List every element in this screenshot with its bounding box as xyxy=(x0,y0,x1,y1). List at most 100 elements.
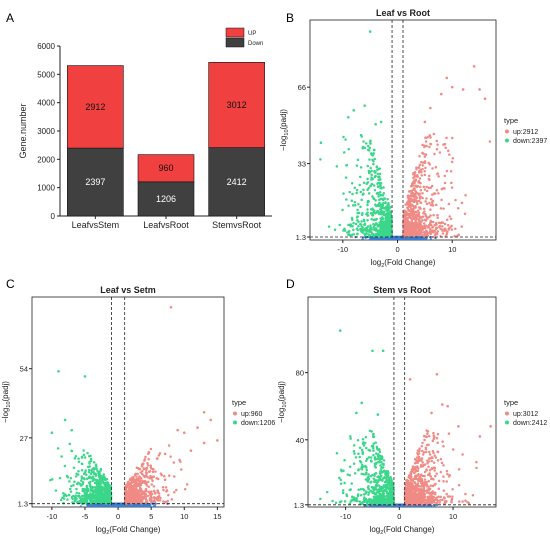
x-tick-label: 10 xyxy=(180,512,188,521)
bar-up xyxy=(67,65,124,149)
volcano-point-up xyxy=(136,484,139,487)
volcano-point-up xyxy=(139,498,143,501)
volcano-point-up xyxy=(422,207,426,210)
volcano-point-up xyxy=(209,418,213,422)
legend-label-up: UP xyxy=(248,31,256,37)
volcano-point-ns xyxy=(417,238,420,240)
volcano-point-down xyxy=(57,369,60,373)
volcano-point-down xyxy=(369,212,373,215)
volcano-point-down xyxy=(91,500,95,503)
volcano-point-ns xyxy=(118,504,121,507)
volcano-point-up xyxy=(442,143,445,146)
volcano-point-down xyxy=(342,151,346,154)
volcano-point-up xyxy=(450,228,454,231)
volcano-point-down xyxy=(91,486,95,489)
volcano-point-up xyxy=(407,212,411,215)
volcano-point-down xyxy=(367,149,371,152)
volcano-point-up xyxy=(428,227,432,231)
volcano-point-up xyxy=(429,106,432,110)
volcano-point-up xyxy=(178,458,181,462)
volcano-point-up xyxy=(410,219,414,223)
volcano-point-up xyxy=(407,208,410,212)
volcano-point-up xyxy=(156,457,159,460)
volcano-point-down xyxy=(372,218,376,222)
volcano-point-down xyxy=(100,493,104,496)
volcano-point-up xyxy=(141,469,144,473)
volcano-point-down xyxy=(352,221,355,225)
volcano-point-down xyxy=(102,494,105,498)
volcano-point-down xyxy=(360,198,363,202)
volcano-point-up xyxy=(444,146,447,150)
volcano-point-up xyxy=(135,493,138,496)
volcano-point-down xyxy=(345,198,348,201)
volcano-point-up xyxy=(147,470,151,473)
volcano-point-up xyxy=(414,196,418,199)
volcano-point-down xyxy=(70,484,73,488)
plot-title: Leaf vs Setm xyxy=(100,285,156,295)
volcano-point-down xyxy=(358,175,362,179)
volcano-point-up xyxy=(418,177,422,180)
volcano-point-up xyxy=(147,457,150,461)
volcano-point-up xyxy=(423,173,427,177)
volcano-point-up xyxy=(417,229,421,233)
volcano-point-down xyxy=(97,492,101,496)
volcano-point-ns xyxy=(133,505,136,507)
volcano-point-up xyxy=(460,225,464,228)
volcano-point-down xyxy=(356,218,359,222)
volcano-point-down xyxy=(374,233,377,236)
x-axis-title: log2(Fold Change) xyxy=(96,525,161,536)
volcano-point-down xyxy=(363,146,367,150)
volcano-point-up xyxy=(440,221,443,224)
volcano-point-up xyxy=(185,483,189,486)
volcano-point-down xyxy=(67,493,71,497)
volcano-point-up xyxy=(434,166,438,169)
y-tick-label: 6000 xyxy=(37,42,55,51)
points xyxy=(319,297,492,507)
volcano-point-down xyxy=(82,453,86,457)
volcano-point-up xyxy=(420,160,423,164)
volcano-point-down xyxy=(108,485,112,488)
volcano-point-up xyxy=(438,225,441,229)
volcano-point-up xyxy=(431,167,434,170)
volcano-point-up xyxy=(126,481,130,484)
volcano-point-down xyxy=(344,138,347,141)
volcano-point-down xyxy=(91,496,95,500)
volcano-point-ns xyxy=(86,505,89,507)
volcano-point-down xyxy=(352,109,356,112)
volcano-point-up xyxy=(412,217,415,221)
volcano-point-up xyxy=(166,499,169,503)
volcano-point-up xyxy=(425,185,428,189)
volcano-point-down xyxy=(373,188,377,192)
volcano-point-down xyxy=(356,158,360,162)
volcano-point-up xyxy=(152,475,156,478)
volcano-point-down xyxy=(347,229,351,233)
x-axis-title: log2(Fold Change) xyxy=(370,525,435,536)
volcano-point-up xyxy=(483,97,487,101)
x-axis-title: log2(Fold Change) xyxy=(371,258,436,269)
volcano-point-up xyxy=(414,214,418,217)
volcano-point-up xyxy=(165,490,168,493)
volcano-point-up xyxy=(403,222,407,225)
volcano-point-up xyxy=(445,233,448,236)
volcano-point-down xyxy=(379,222,382,226)
volcano-point-ns xyxy=(154,502,157,505)
volcano-point-up xyxy=(173,475,176,478)
volcano-point-up xyxy=(419,201,422,204)
volcano-point-up xyxy=(410,191,413,194)
x-tick-label: 0 xyxy=(395,245,399,254)
volcano-point-up xyxy=(432,235,435,239)
volcano-point-down xyxy=(109,491,112,495)
volcano-point-up xyxy=(134,472,138,476)
volcano-point-up xyxy=(415,221,418,224)
volcano-point-down xyxy=(381,216,384,219)
volcano-point-down xyxy=(107,488,110,491)
volcano-point-down xyxy=(74,455,78,458)
volcano-point-down xyxy=(382,197,386,200)
volcano-point-down xyxy=(381,222,385,226)
volcano-point-down xyxy=(387,231,390,235)
volcano-point-up xyxy=(125,489,128,492)
volcano-point-up xyxy=(413,193,416,196)
volcano-point-down xyxy=(61,496,64,500)
panel-label-c: C xyxy=(6,277,15,291)
volcano-point-up xyxy=(136,479,140,482)
